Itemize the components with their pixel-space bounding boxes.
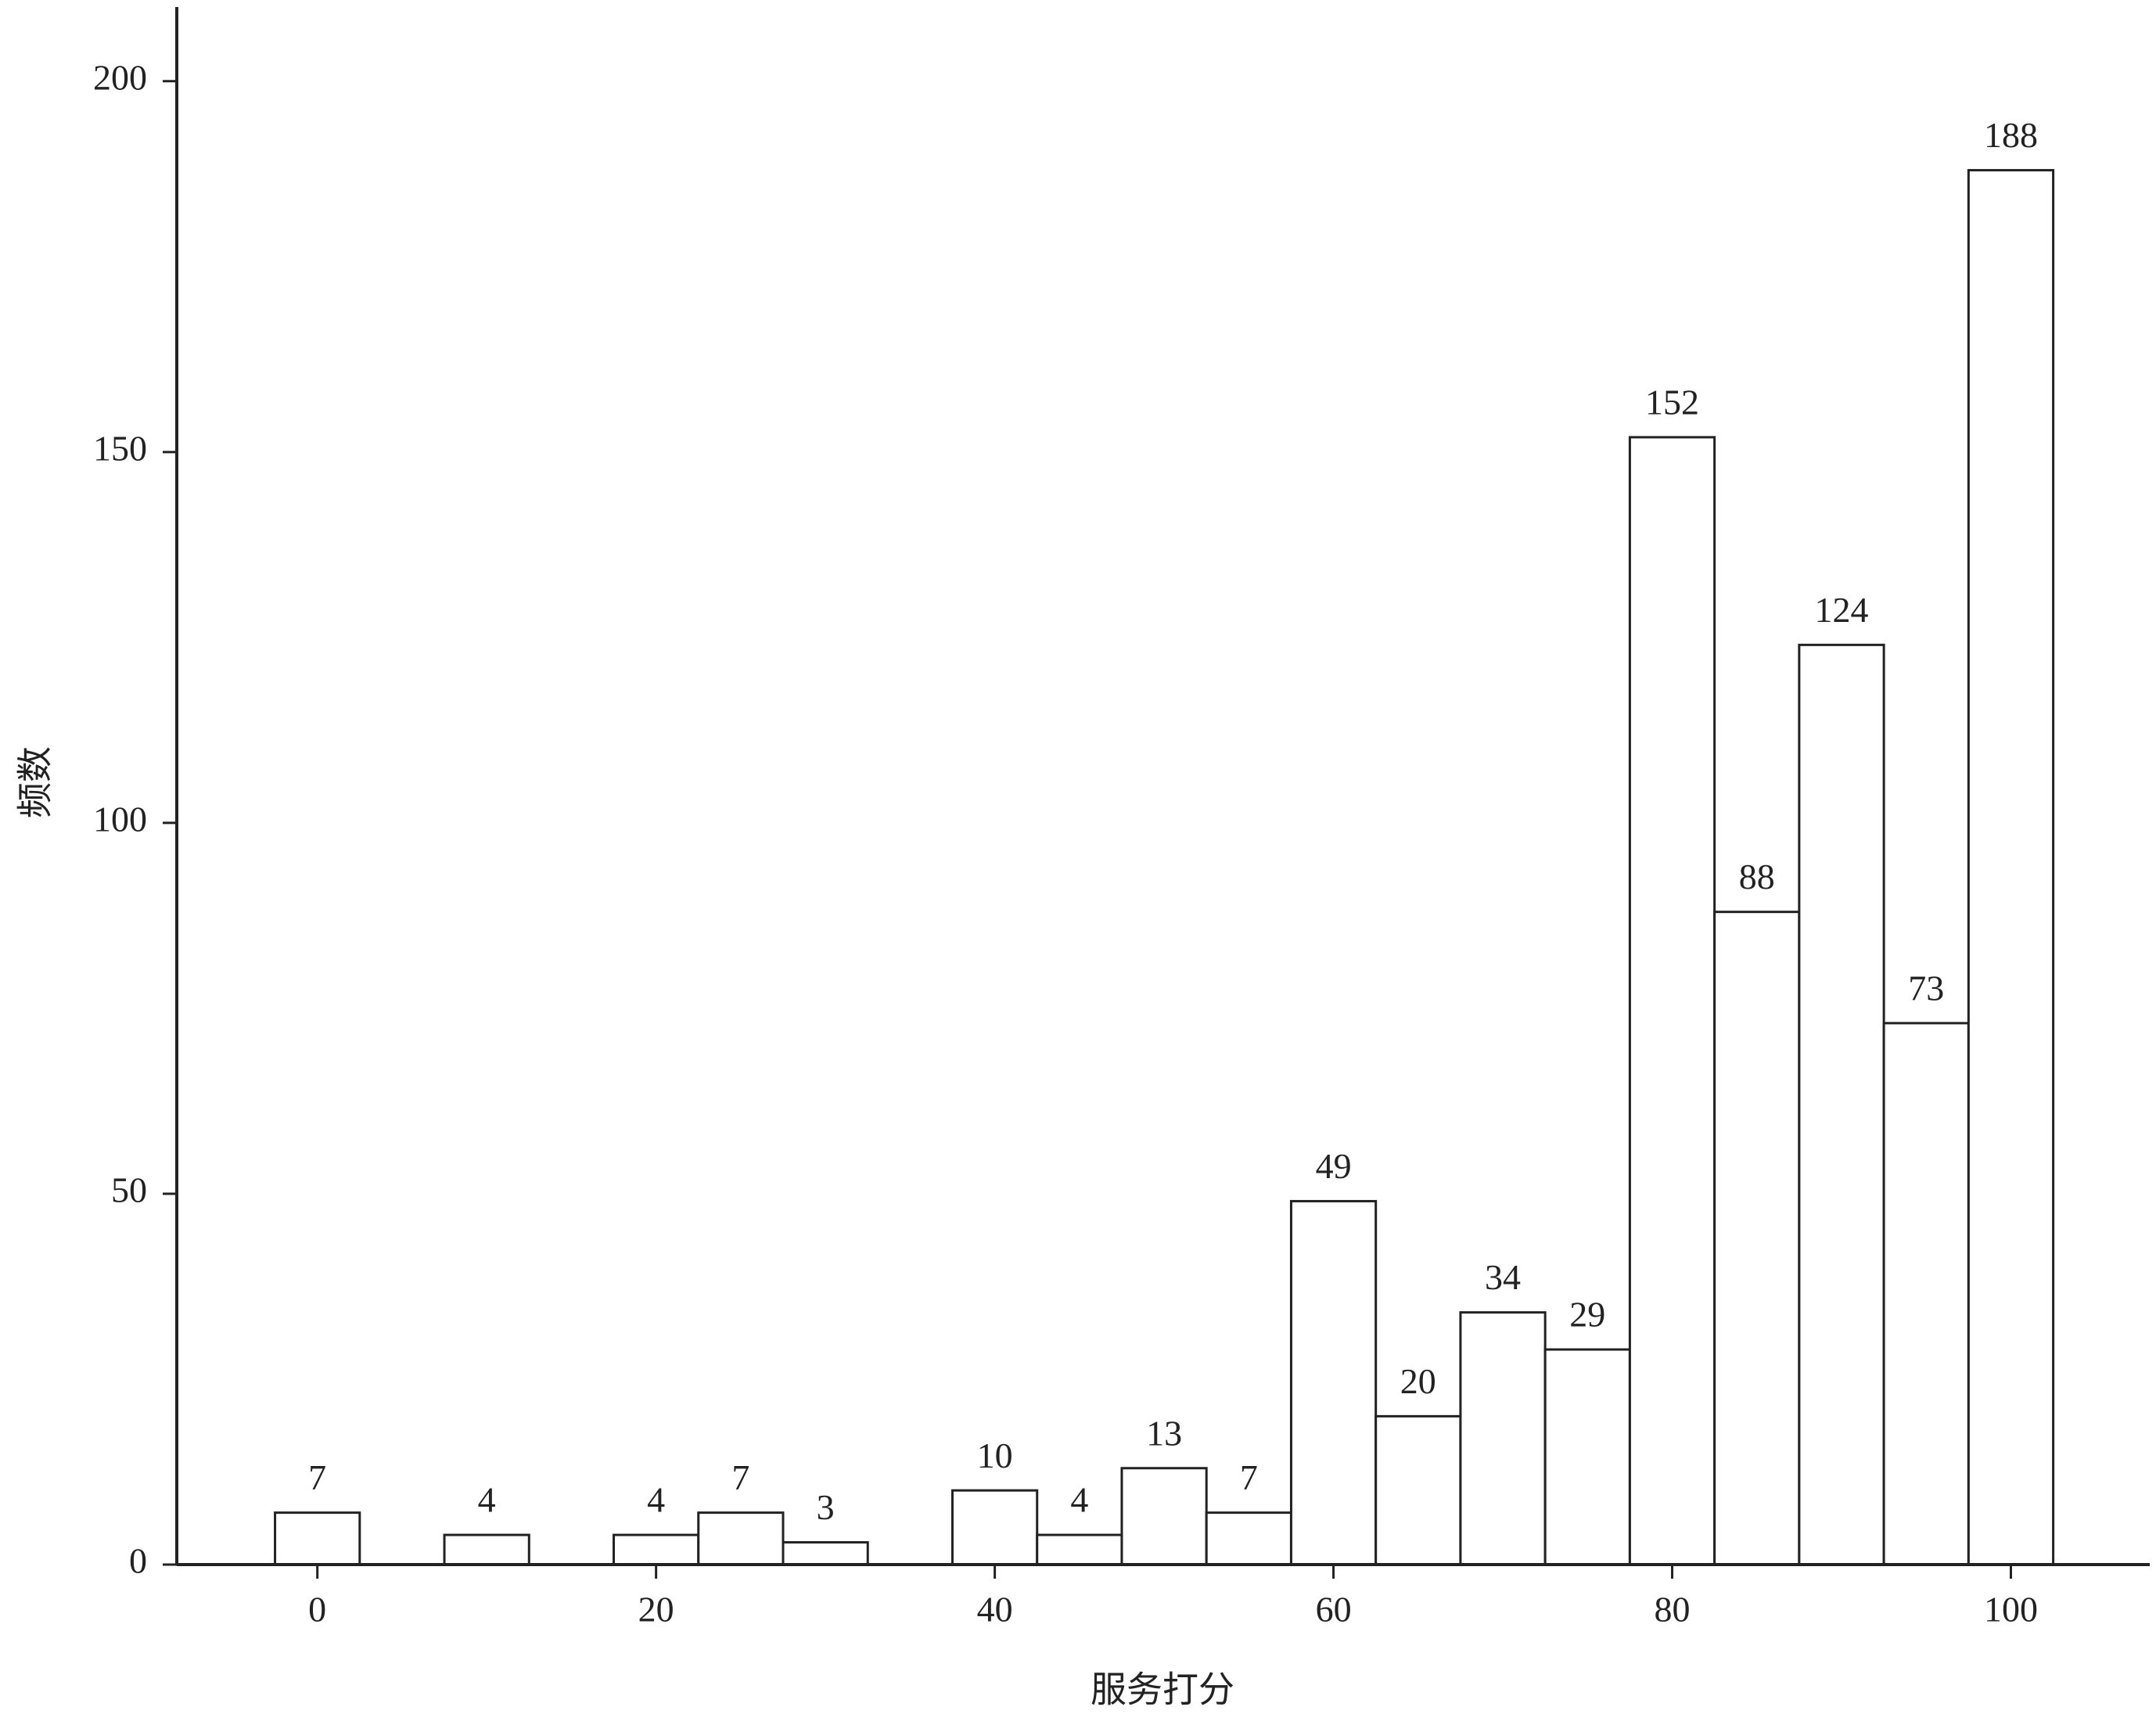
x-tick-label: 60 bbox=[1316, 1590, 1352, 1630]
x-tick-label: 0 bbox=[308, 1590, 326, 1630]
data-label: 152 bbox=[1645, 382, 1699, 422]
bar bbox=[697, 1511, 785, 1566]
y-tick-label: 150 bbox=[93, 428, 147, 468]
bar bbox=[1628, 436, 1716, 1566]
bar bbox=[613, 1533, 700, 1566]
x-tick-label: 20 bbox=[638, 1590, 674, 1630]
data-label: 188 bbox=[1984, 115, 2038, 155]
data-label: 10 bbox=[977, 1436, 1013, 1475]
bar bbox=[1036, 1533, 1123, 1566]
y-tick-label: 100 bbox=[93, 799, 147, 839]
y-tick-label: 50 bbox=[111, 1170, 147, 1210]
data-label: 20 bbox=[1400, 1361, 1436, 1401]
data-label: 4 bbox=[1070, 1480, 1088, 1520]
bar bbox=[1120, 1467, 1208, 1566]
data-label: 4 bbox=[647, 1480, 665, 1520]
bar bbox=[1289, 1199, 1378, 1566]
data-label: 4 bbox=[478, 1480, 496, 1520]
data-label: 34 bbox=[1485, 1257, 1521, 1297]
data-label: 7 bbox=[731, 1457, 749, 1497]
bar bbox=[1374, 1414, 1462, 1566]
bar bbox=[1205, 1511, 1292, 1566]
data-label: 13 bbox=[1146, 1413, 1182, 1453]
bar bbox=[1543, 1348, 1631, 1566]
x-axis-label: 服务打分 bbox=[1091, 1670, 1234, 1710]
bar bbox=[1798, 643, 1885, 1566]
bar bbox=[1967, 169, 2055, 1566]
x-tick-label: 80 bbox=[1655, 1590, 1691, 1630]
bar bbox=[443, 1533, 530, 1566]
data-label: 124 bbox=[1815, 590, 1869, 630]
bar bbox=[1882, 1022, 1970, 1566]
data-label: 88 bbox=[1739, 857, 1775, 897]
y-tick-label: 0 bbox=[129, 1541, 147, 1581]
data-label: 29 bbox=[1569, 1295, 1605, 1335]
bar bbox=[1713, 911, 1801, 1566]
bar bbox=[950, 1489, 1039, 1566]
data-label: 73 bbox=[1908, 968, 1944, 1008]
data-label: 7 bbox=[308, 1457, 326, 1497]
data-label: 7 bbox=[1240, 1457, 1258, 1497]
x-tick-label: 40 bbox=[977, 1590, 1013, 1630]
bar bbox=[782, 1541, 869, 1566]
x-tick-label: 100 bbox=[1984, 1590, 2038, 1630]
y-tick-label: 200 bbox=[93, 57, 147, 97]
data-label: 49 bbox=[1316, 1146, 1352, 1186]
data-label: 3 bbox=[817, 1487, 835, 1527]
bar bbox=[274, 1511, 361, 1566]
y-axis-label: 频数 bbox=[16, 746, 56, 818]
bar bbox=[1459, 1311, 1547, 1566]
